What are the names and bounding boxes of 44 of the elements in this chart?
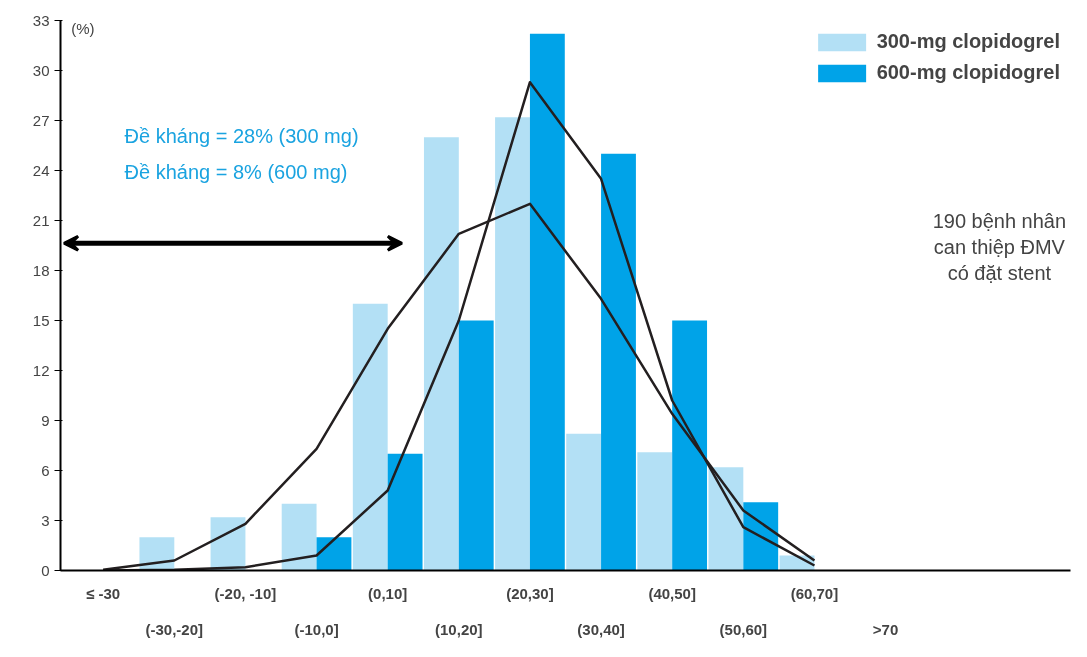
- y-tick-label: 24: [32, 161, 50, 179]
- y-tick-label: 33: [32, 11, 50, 29]
- y-tick-label: 0: [41, 561, 50, 579]
- x-tick-label: (60,70]: [790, 584, 839, 602]
- legend-label: 600-mg clopidogrel: [876, 61, 1060, 84]
- x-tick-label: (-10,0]: [294, 620, 339, 638]
- bar: [387, 453, 423, 571]
- text: 190 bệnh nhân can thiệp ĐMV có đặt stent: [932, 209, 1067, 285]
- annotation: Đề kháng = 8% (600 mg): [124, 160, 348, 183]
- bar: [423, 137, 459, 571]
- x-tick-label: >70: [872, 620, 899, 638]
- x-tick-label: (20,30]: [506, 584, 554, 602]
- x-tick-label: (0,10]: [368, 584, 408, 602]
- bar: [637, 452, 673, 571]
- y-tick-label: 15: [32, 311, 50, 329]
- x-tick-label: ≤ -30: [86, 584, 121, 602]
- bar: [316, 537, 352, 571]
- y-tick-label: 30: [32, 61, 50, 79]
- y-tick-label: 27: [32, 111, 50, 129]
- x-tick-label: (30,40]: [577, 620, 625, 638]
- x-tick-label: (10,20]: [435, 620, 483, 638]
- y-tick-label: 12: [32, 361, 50, 379]
- bar: [708, 467, 744, 571]
- bar: [352, 303, 388, 571]
- bar: [458, 320, 494, 571]
- bar: [601, 153, 636, 571]
- x-tick-label: (-30,-20]: [145, 620, 204, 638]
- bar: [281, 503, 317, 571]
- y-axis-title: (%): [71, 19, 95, 37]
- y-tick-label: 18: [32, 261, 50, 279]
- y-tick-label: 21: [32, 211, 50, 229]
- y-tick-label: 9: [41, 411, 50, 429]
- bar: [743, 502, 779, 571]
- bar: [529, 33, 565, 571]
- x-tick-label: (40,50]: [648, 584, 696, 602]
- x-tick-label: (50,60]: [719, 620, 768, 638]
- bar: [495, 117, 530, 571]
- bar: [566, 433, 602, 571]
- x-tick-label: (-20, -10]: [214, 584, 277, 602]
- y-tick-label: 6: [41, 461, 50, 479]
- y-tick-label: 3: [41, 511, 50, 529]
- bar: [672, 320, 708, 571]
- annotation: Đề kháng = 28% (300 mg): [124, 125, 359, 147]
- legend-label: 300-mg clopidogrel: [876, 30, 1060, 53]
